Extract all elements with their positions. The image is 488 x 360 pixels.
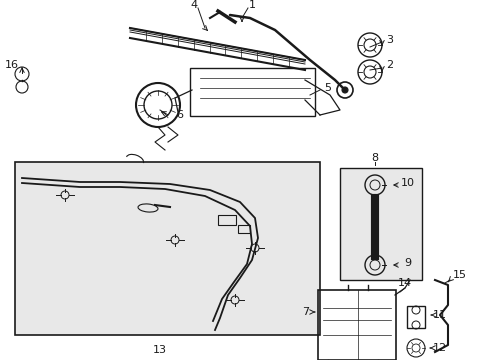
Text: 10: 10 — [400, 178, 414, 188]
Circle shape — [341, 87, 347, 93]
Text: 2: 2 — [386, 60, 393, 70]
Bar — [238, 225, 249, 233]
Bar — [190, 68, 314, 116]
Bar — [406, 306, 424, 328]
Text: 5: 5 — [324, 83, 331, 93]
Text: 6: 6 — [176, 110, 183, 120]
Text: 15: 15 — [452, 270, 466, 280]
Text: 13: 13 — [153, 345, 167, 355]
Bar — [339, 168, 421, 280]
Bar — [15, 162, 319, 335]
Bar — [218, 215, 236, 225]
Bar — [317, 290, 395, 360]
Text: 16: 16 — [5, 60, 19, 70]
Text: 9: 9 — [404, 258, 411, 268]
Text: 4: 4 — [190, 0, 197, 10]
Text: 8: 8 — [371, 153, 378, 163]
Text: 7: 7 — [302, 307, 309, 317]
Text: 14: 14 — [397, 278, 411, 288]
Text: 12: 12 — [432, 343, 446, 353]
Text: 11: 11 — [432, 310, 446, 320]
Text: 1: 1 — [248, 0, 255, 10]
Text: 3: 3 — [386, 35, 393, 45]
